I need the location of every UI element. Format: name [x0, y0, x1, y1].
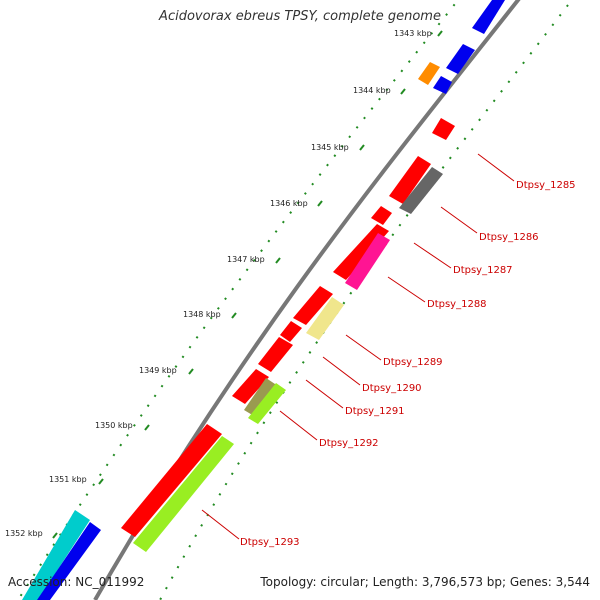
- leader-line-1290: [322, 356, 361, 386]
- gene-arrow-blue[interactable]: [37, 522, 101, 600]
- gene-labels: Dtpsy_1285 Dtpsy_1286 Dtpsy_1287 Dtpsy_1…: [240, 180, 576, 548]
- gene-arrow-red-1290[interactable]: [280, 321, 302, 342]
- gene-arrow-red-1293[interactable]: [121, 424, 222, 537]
- leader-line-1293: [201, 509, 240, 540]
- tick-mark: [275, 257, 281, 264]
- gene-arrow-blue[interactable]: [472, 0, 505, 34]
- tick-label-1347: 1347 kbp: [227, 255, 265, 264]
- gene-arrow-red-1285[interactable]: [432, 118, 455, 140]
- gene-block-gray-1286[interactable]: [399, 167, 443, 214]
- tick-label-1346: 1346 kbp: [270, 199, 308, 208]
- gene-label-1285[interactable]: Dtpsy_1285: [516, 180, 576, 191]
- gene-label-1293[interactable]: Dtpsy_1293: [240, 537, 300, 548]
- accession-text: Accession: NC_011992: [8, 575, 145, 589]
- tick-mark: [359, 144, 365, 151]
- leader-line-1287: [413, 242, 452, 269]
- tick-label-1348: 1348 kbp: [183, 310, 221, 319]
- gene-arrow-red-1290b[interactable]: [258, 337, 293, 372]
- tick-label-1352: 1352 kbp: [5, 529, 43, 538]
- gene-arrow-red[interactable]: [371, 206, 392, 225]
- tick-mark: [317, 200, 323, 207]
- gene-arrow-orange[interactable]: [418, 62, 440, 85]
- tick-label-1345: 1345 kbp: [311, 143, 349, 152]
- leader-line-1289: [345, 334, 382, 361]
- forward-strand-genes: [22, 0, 505, 600]
- tick-label-1349: 1349 kbp: [139, 366, 177, 375]
- gene-label-1287[interactable]: Dtpsy_1287: [453, 265, 513, 276]
- gene-block-lime-1292[interactable]: [248, 383, 286, 424]
- gene-label-1290[interactable]: Dtpsy_1290: [362, 383, 422, 394]
- gene-label-1291[interactable]: Dtpsy_1291: [345, 406, 405, 417]
- leader-line-1292: [279, 410, 318, 441]
- gene-arrow-blue[interactable]: [446, 44, 475, 74]
- gene-arrow-red-1286[interactable]: [389, 156, 431, 204]
- gene-block-magenta-1288[interactable]: [345, 233, 390, 290]
- gene-block-khaki-1289[interactable]: [306, 297, 344, 340]
- tick-label-1351: 1351 kbp: [49, 475, 87, 484]
- leader-line-1285: [477, 153, 515, 182]
- kbp-ticks: 1343 kbp 1344 kbp 1345 kbp 1346 kbp 1347…: [5, 29, 443, 539]
- tick-label-1344: 1344 kbp: [353, 86, 391, 95]
- gene-arrow-blue[interactable]: [433, 76, 452, 94]
- tick-mark: [437, 30, 443, 37]
- tick-mark: [52, 532, 58, 539]
- label-leader-lines: [201, 153, 515, 540]
- gene-label-1286[interactable]: Dtpsy_1286: [479, 232, 539, 243]
- gene-block-lime-1293[interactable]: [133, 436, 234, 552]
- gene-block-cyan[interactable]: [22, 510, 90, 600]
- outer-dotted-track: [17, 0, 460, 600]
- leader-line-1286: [440, 206, 478, 234]
- map-title: Acidovorax ebreus TPSY, complete genome: [159, 9, 441, 24]
- tick-mark: [188, 368, 194, 375]
- tick-mark: [144, 424, 150, 431]
- tick-mark: [98, 478, 104, 485]
- gene-arrow-red-1291[interactable]: [232, 369, 269, 404]
- tick-mark: [231, 312, 237, 319]
- tick-mark: [400, 88, 406, 95]
- leader-line-1291: [305, 379, 344, 409]
- gene-label-1292[interactable]: Dtpsy_1292: [319, 438, 379, 449]
- tick-label-1343: 1343 kbp: [394, 29, 432, 38]
- gene-label-1289[interactable]: Dtpsy_1289: [383, 357, 443, 368]
- gene-arrow-red-1289[interactable]: [293, 286, 333, 325]
- tick-label-1350: 1350 kbp: [95, 421, 133, 430]
- leader-line-1288: [387, 276, 426, 303]
- gene-block-olive-1291[interactable]: [244, 378, 278, 416]
- genome-summary-text: Topology: circular; Length: 3,796,573 bp…: [260, 575, 590, 589]
- gene-label-1288[interactable]: Dtpsy_1288: [427, 299, 487, 310]
